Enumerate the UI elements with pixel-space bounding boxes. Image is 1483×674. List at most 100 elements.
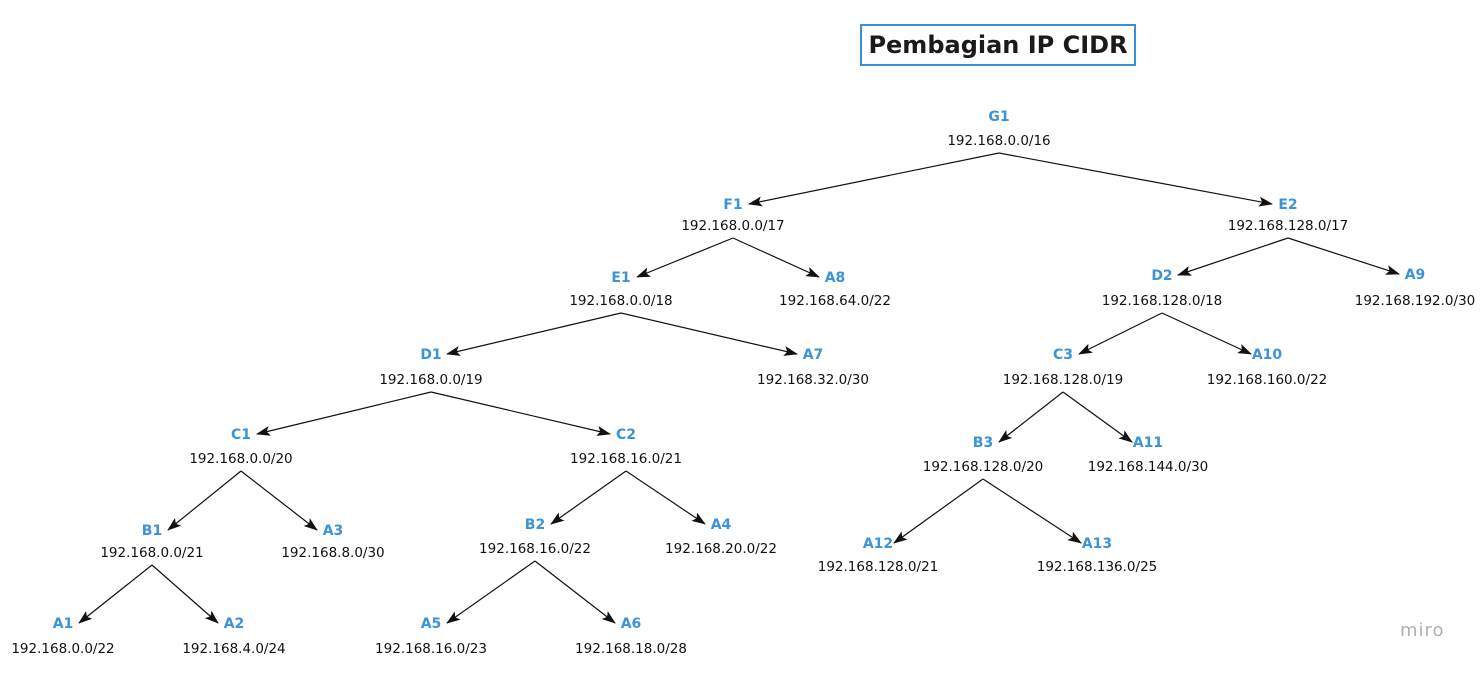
- edge-arrow-c1-a3: [240, 470, 318, 531]
- tree-node-a5: A5 192.168.16.0/23: [375, 616, 487, 657]
- tree-node-b2: B2 192.168.16.0/22: [479, 517, 591, 557]
- node-name-label: A2: [224, 616, 245, 632]
- node-name-label: D2: [1151, 268, 1172, 284]
- node-name-label: A12: [863, 536, 893, 552]
- edge-arrow-b2-a6: [534, 560, 616, 624]
- node-name-label: E1: [611, 270, 630, 286]
- edges-layer: [78, 152, 1400, 624]
- node-ip-label: 192.168.128.0/20: [923, 459, 1044, 475]
- edge-arrow-c3-b3: [998, 391, 1064, 443]
- tree-node-d1: D1 192.168.0.0/19: [379, 347, 482, 388]
- edge-arrow-f1-a8: [732, 237, 820, 278]
- node-ip-label: 192.168.20.0/22: [665, 541, 777, 557]
- edge-arrow-g1-f1: [748, 152, 1000, 207]
- node-ip-label: 192.168.0.0/20: [189, 451, 292, 467]
- tree-node-a6: A6 192.168.18.0/28: [575, 616, 687, 657]
- node-name-label: A3: [323, 523, 344, 539]
- node-ip-label: 192.168.8.0/30: [281, 545, 384, 561]
- edge-arrow-d2-c3: [1078, 312, 1163, 355]
- node-ip-label: 192.168.192.0/30: [1355, 293, 1476, 309]
- node-name-label: G1: [988, 109, 1009, 125]
- tree-node-a8: A8 192.168.64.0/22: [779, 270, 891, 309]
- node-ip-label: 192.168.16.0/23: [375, 641, 487, 657]
- node-ip-label: 192.168.0.0/16: [947, 133, 1050, 149]
- node-ip-label: 192.168.64.0/22: [779, 293, 891, 309]
- tree-node-b1: B1 192.168.0.0/21: [100, 523, 203, 561]
- node-name-label: B1: [142, 523, 162, 539]
- tree-node-a1: A1 192.168.0.0/22: [11, 616, 114, 657]
- node-ip-label: 192.168.18.0/28: [575, 641, 687, 657]
- node-ip-label: 192.168.0.0/18: [569, 293, 672, 309]
- tree-node-c3: C3 192.168.128.0/19: [1003, 347, 1124, 388]
- edge-arrow-e1-d1: [446, 312, 622, 356]
- node-ip-label: 192.168.128.0/19: [1003, 372, 1124, 388]
- tree-node-e1: E1 192.168.0.0/18: [569, 270, 672, 309]
- tree-node-c2: C2 192.168.16.0/21: [570, 427, 682, 467]
- miro-watermark: miro: [1400, 620, 1445, 641]
- node-ip-label: 192.168.144.0/30: [1088, 459, 1209, 475]
- node-name-label: C3: [1053, 347, 1073, 363]
- node-name-label: B3: [973, 435, 993, 451]
- node-ip-label: 192.168.4.0/24: [182, 641, 285, 657]
- tree-node-f1: F1 192.168.0.0/17: [681, 197, 784, 234]
- tree-node-a11: A11 192.168.144.0/30: [1088, 435, 1209, 475]
- node-ip-label: 192.168.128.0/21: [818, 559, 939, 575]
- node-ip-label: 192.168.128.0/17: [1228, 218, 1349, 234]
- node-ip-label: 192.168.0.0/22: [11, 641, 114, 657]
- edge-arrow-e2-d2: [1177, 237, 1289, 276]
- tree-node-a2: A2 192.168.4.0/24: [182, 616, 285, 657]
- node-name-label: C1: [231, 427, 251, 443]
- tree-node-c1: C1 192.168.0.0/20: [189, 427, 292, 467]
- node-ip-label: 192.168.16.0/21: [570, 451, 682, 467]
- node-name-label: A11: [1133, 435, 1163, 451]
- edge-arrow-c2-b2: [550, 470, 627, 525]
- edge-arrow-b1-a1: [78, 564, 153, 624]
- tree-node-e2: E2 192.168.128.0/17: [1228, 197, 1349, 234]
- edge-arrow-b3-a12: [893, 478, 984, 544]
- node-ip-label: 192.168.0.0/17: [681, 218, 784, 234]
- node-name-label: B2: [525, 517, 545, 533]
- node-name-label: A9: [1405, 267, 1426, 283]
- edge-arrow-e2-a9: [1287, 237, 1400, 275]
- tree-node-a10: A10 192.168.160.0/22: [1207, 347, 1328, 388]
- node-name-label: A1: [53, 616, 74, 632]
- node-name-label: A5: [421, 616, 442, 632]
- tree-node-a4: A4 192.168.20.0/22: [665, 517, 777, 557]
- tree-node-a13: A13 192.168.136.0/25: [1037, 536, 1158, 575]
- edge-arrow-d1-c1: [256, 391, 432, 436]
- node-ip-label: 192.168.160.0/22: [1207, 372, 1328, 388]
- node-ip-label: 192.168.128.0/18: [1102, 293, 1223, 309]
- tree-node-d2: D2 192.168.128.0/18: [1102, 268, 1223, 309]
- tree-node-a3: A3 192.168.8.0/30: [281, 523, 384, 561]
- node-name-label: E2: [1278, 197, 1297, 213]
- tree-node-g1: G1 192.168.0.0/16: [947, 109, 1050, 149]
- edge-arrow-f1-e1: [636, 237, 734, 278]
- tree-node-b3: B3 192.168.128.0/20: [923, 435, 1044, 475]
- edge-arrow-e1-a7: [620, 312, 798, 356]
- node-name-label: A8: [825, 270, 846, 286]
- node-name-label: A10: [1252, 347, 1283, 363]
- edge-arrow-b2-a5: [446, 560, 536, 624]
- node-name-label: D1: [420, 347, 441, 363]
- node-name-label: A6: [621, 616, 642, 632]
- nodes-layer: G1 192.168.0.0/16 F1 192.168.0.0/17 E2 192.16…: [11, 109, 1475, 657]
- edge-arrow-d2-a10: [1161, 312, 1252, 355]
- edge-arrow-b1-a2: [151, 564, 219, 624]
- node-ip-label: 192.168.16.0/22: [479, 541, 591, 557]
- edge-arrow-b3-a13: [982, 478, 1082, 544]
- tree-node-a12: A12 192.168.128.0/21: [818, 536, 939, 575]
- tree-node-a7: A7 192.168.32.0/30: [757, 347, 869, 388]
- node-name-label: A7: [803, 347, 824, 363]
- node-ip-label: 192.168.0.0/21: [100, 545, 203, 561]
- node-name-label: F1: [723, 197, 742, 213]
- edge-arrow-g1-e2: [998, 152, 1273, 207]
- node-ip-label: 192.168.136.0/25: [1037, 559, 1158, 575]
- edge-arrow-c2-a4: [625, 470, 706, 525]
- edge-arrow-d1-c2: [430, 391, 611, 436]
- node-name-label: A13: [1082, 536, 1112, 552]
- edge-arrow-c3-a11: [1062, 391, 1133, 443]
- diagram-title: Pembagian IP CIDR: [860, 24, 1136, 66]
- node-ip-label: 192.168.32.0/30: [757, 372, 869, 388]
- node-ip-label: 192.168.0.0/19: [379, 372, 482, 388]
